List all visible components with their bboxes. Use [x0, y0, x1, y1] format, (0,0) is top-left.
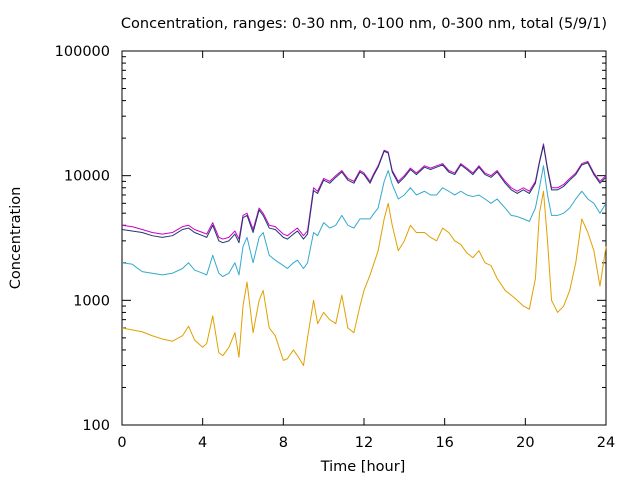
x-tick-label: 0: [117, 435, 126, 451]
x-axis-label: Time [hour]: [320, 459, 406, 475]
x-tick-label: 16: [435, 435, 453, 451]
y-tick-label: 100000: [55, 44, 110, 60]
series-line-2: [121, 165, 607, 278]
series-line-1: [121, 190, 607, 367]
chart-title: Concentration, ranges: 0-30 nm, 0-100 nm…: [121, 16, 607, 32]
plot-area: [121, 50, 607, 426]
axis-ticks: 0 4 8 12 16 20 24 100 1000 10000 100000: [55, 44, 616, 451]
x-tick-label: 8: [279, 435, 288, 451]
y-tick-label: 10000: [64, 169, 110, 185]
plot-frame: [121, 50, 607, 426]
series-group: [121, 143, 607, 367]
y-axis-label: Concentration: [8, 187, 24, 290]
x-tick-label: 20: [516, 435, 534, 451]
x-tick-label: 12: [355, 435, 373, 451]
y-tick-label: 100: [82, 418, 110, 434]
y-tick-label: 1000: [73, 293, 110, 309]
series-line-3: [121, 143, 607, 240]
x-tick-label: 4: [198, 435, 207, 451]
x-tick-label: 24: [597, 435, 615, 451]
series-line-4: [121, 144, 607, 244]
